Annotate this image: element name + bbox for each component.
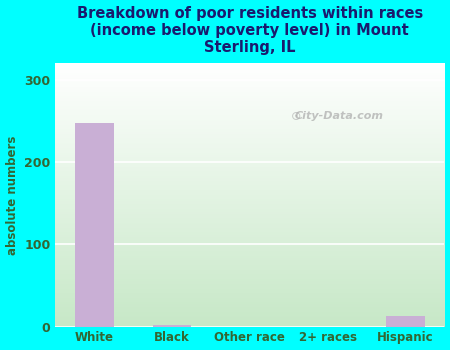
Text: City-Data.com: City-Data.com (295, 111, 384, 121)
Title: Breakdown of poor residents within races
(income below poverty level) in Mount
S: Breakdown of poor residents within races… (76, 6, 423, 55)
Bar (153, 325, 191, 327)
Bar (386, 316, 425, 327)
Bar (75, 122, 113, 327)
Y-axis label: absolute numbers: absolute numbers (5, 135, 18, 255)
Text: ⊙: ⊙ (291, 110, 302, 122)
